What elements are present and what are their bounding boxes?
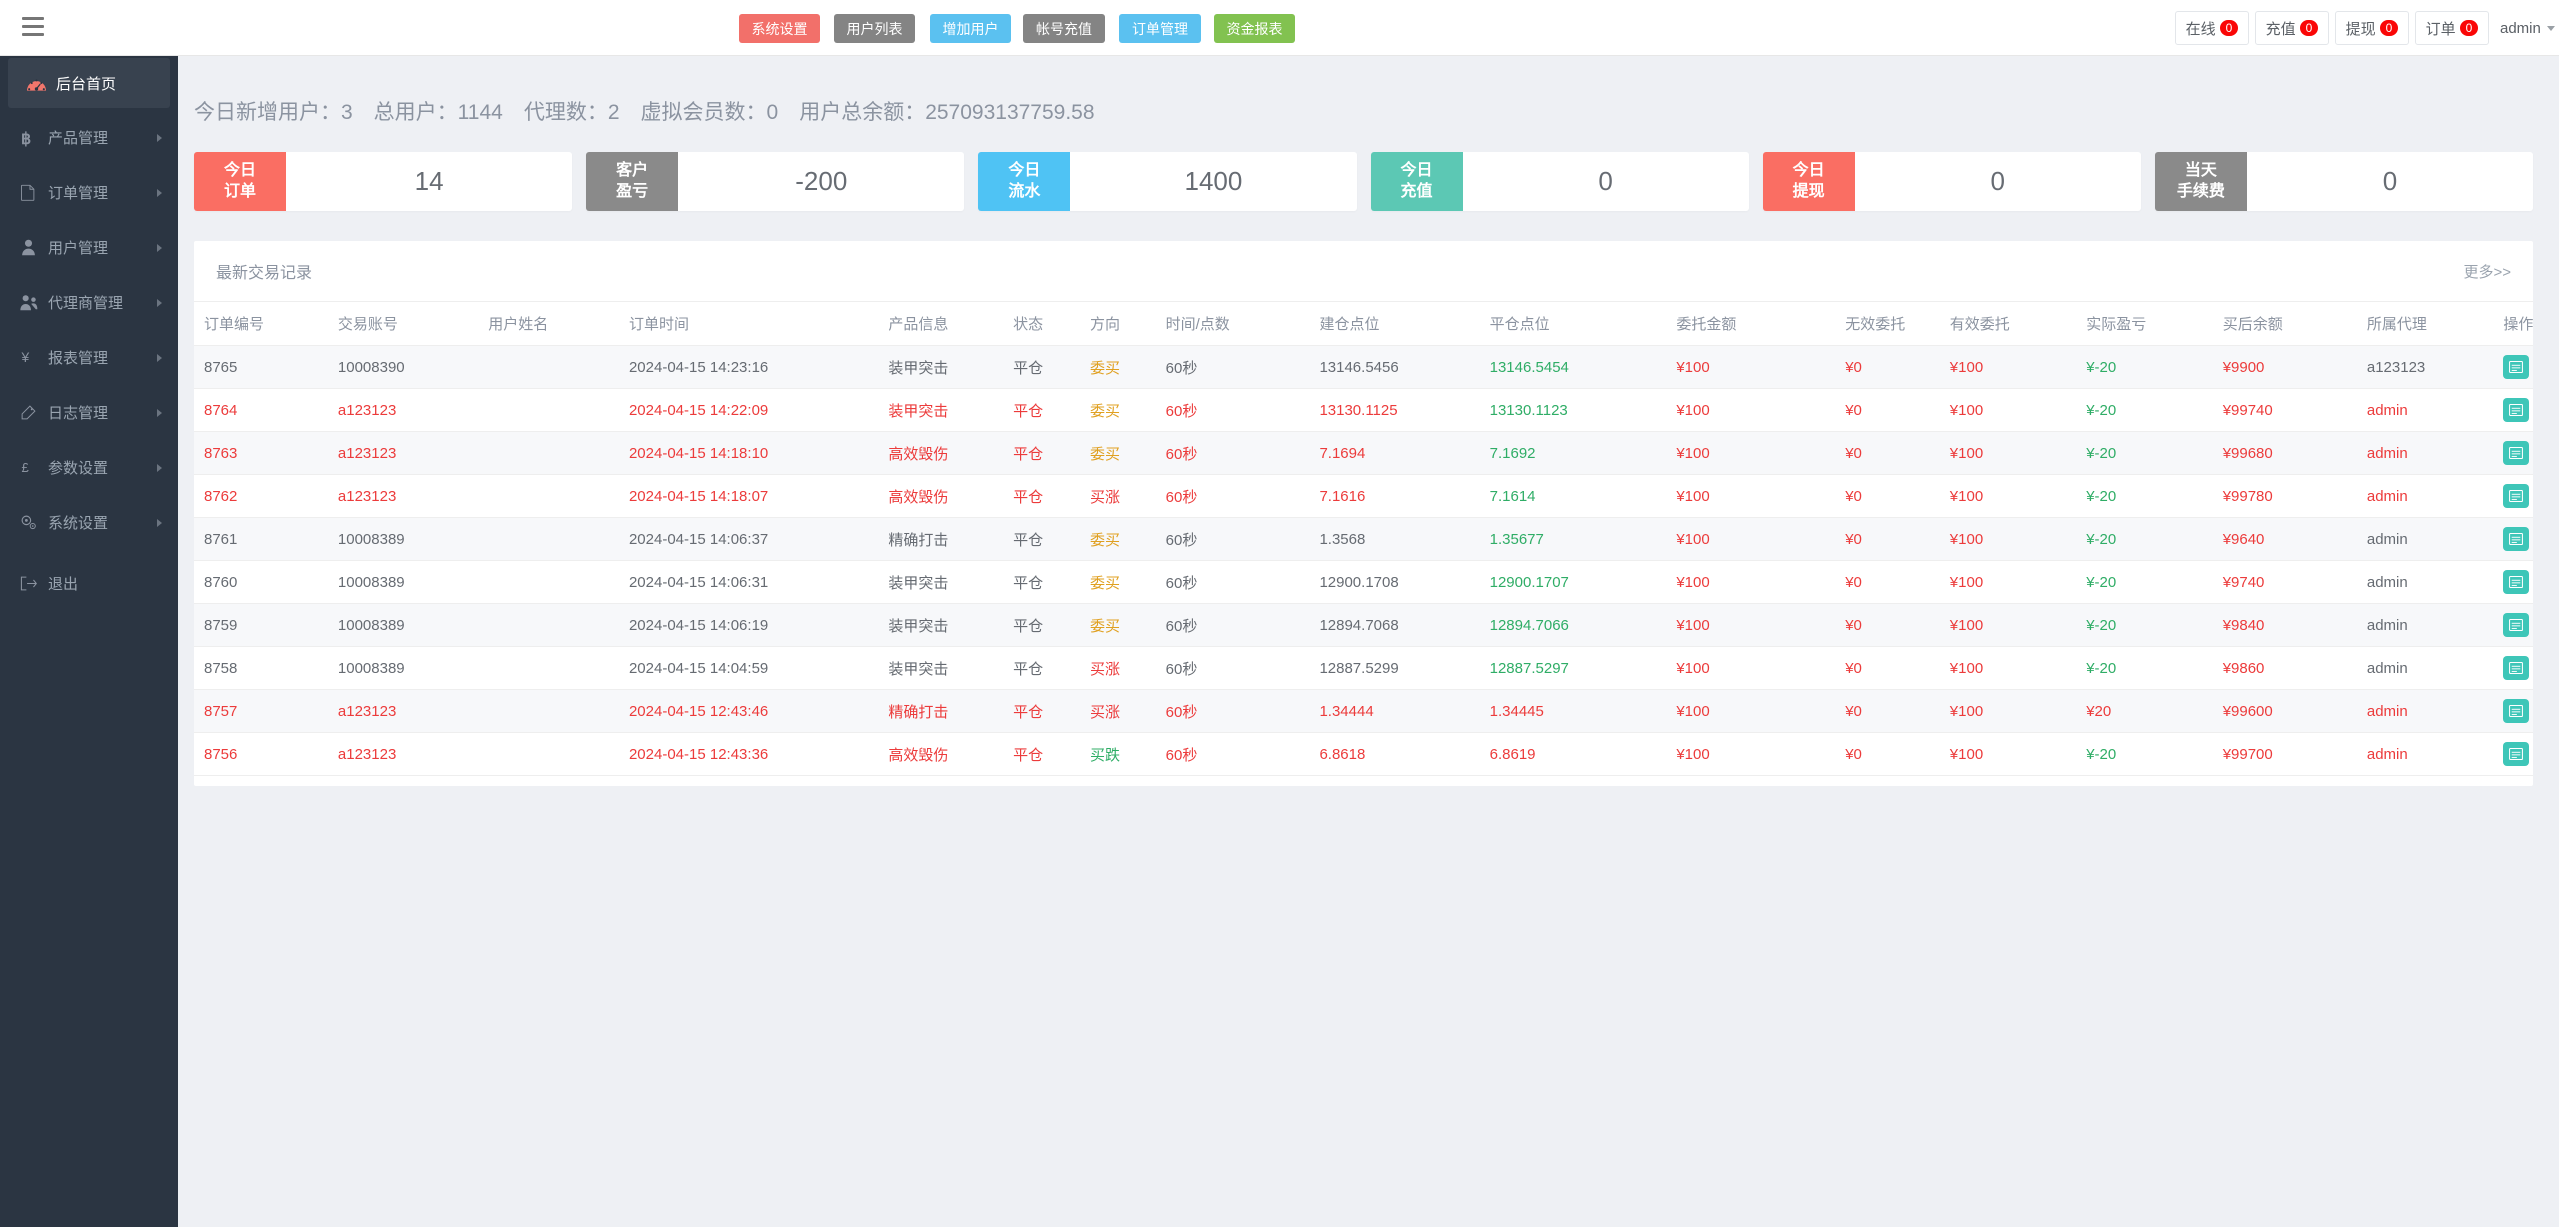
svg-text:฿: ฿ [21,131,31,147]
svg-text:¥: ¥ [21,349,30,365]
svg-text:£: £ [21,460,29,475]
